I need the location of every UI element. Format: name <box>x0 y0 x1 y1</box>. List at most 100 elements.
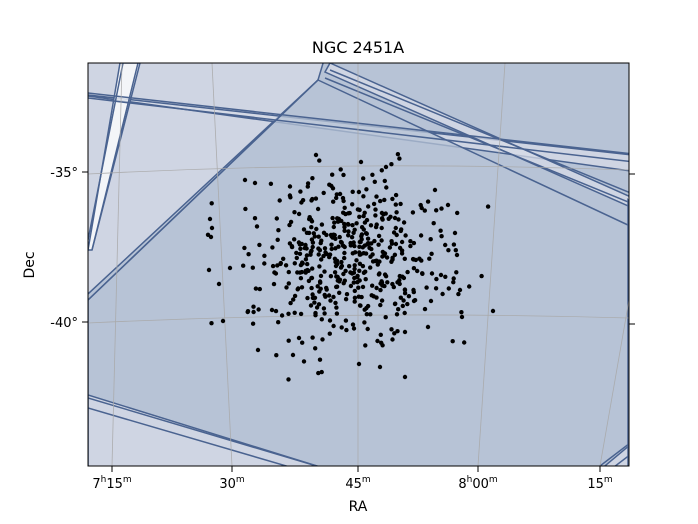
data-point <box>209 225 215 231</box>
data-point <box>459 310 464 315</box>
data-point <box>335 278 340 283</box>
data-point <box>373 207 378 212</box>
data-point <box>364 312 369 317</box>
data-point <box>405 301 410 307</box>
data-point <box>207 216 213 222</box>
data-point <box>328 274 334 279</box>
data-point <box>273 271 279 276</box>
data-point <box>351 280 356 285</box>
data-point <box>342 224 347 230</box>
data-point <box>251 309 256 315</box>
data-point <box>328 298 333 303</box>
data-point <box>379 168 384 173</box>
data-point <box>362 210 367 215</box>
data-point <box>408 239 413 244</box>
data-point <box>299 285 305 290</box>
data-point <box>332 270 338 275</box>
data-point <box>373 224 379 230</box>
data-point <box>331 232 336 237</box>
data-point <box>357 244 362 249</box>
data-point <box>479 273 484 279</box>
data-point <box>434 276 439 282</box>
data-point <box>394 232 399 238</box>
data-point <box>329 242 334 247</box>
data-point <box>398 201 403 207</box>
data-point <box>402 291 408 296</box>
data-point <box>255 347 261 353</box>
data-point <box>378 332 383 337</box>
data-point <box>337 234 342 240</box>
data-point <box>309 237 315 242</box>
data-point <box>350 189 355 194</box>
data-point <box>429 271 435 276</box>
x-axis-ticks: 7h15m 30m 45m 8h00m 15m <box>92 466 613 492</box>
data-point <box>319 222 325 227</box>
data-point <box>292 210 297 215</box>
data-point <box>305 261 310 267</box>
data-point <box>279 313 285 318</box>
data-point <box>352 275 357 281</box>
footprint-edge-7 <box>599 442 629 466</box>
data-point <box>375 262 380 267</box>
data-point <box>332 220 337 225</box>
data-point <box>443 242 448 248</box>
data-point <box>242 245 247 251</box>
data-point <box>418 233 424 238</box>
data-point <box>348 283 354 289</box>
data-point <box>379 280 385 285</box>
data-point <box>208 234 214 240</box>
data-point <box>357 261 363 266</box>
data-point <box>364 217 370 223</box>
data-point <box>292 310 297 315</box>
x-tick-label: 45m <box>345 475 370 492</box>
data-point <box>364 305 369 311</box>
data-point <box>380 217 385 222</box>
data-point <box>309 225 314 230</box>
data-point <box>357 303 363 308</box>
data-point <box>418 202 423 208</box>
data-point <box>318 280 323 285</box>
data-point <box>298 246 303 251</box>
data-point <box>467 284 472 289</box>
data-point <box>313 196 319 201</box>
data-point <box>303 268 308 273</box>
data-point <box>420 271 425 276</box>
data-point <box>393 241 399 247</box>
data-point <box>390 337 395 342</box>
data-point <box>344 327 349 333</box>
data-point <box>333 263 339 269</box>
data-point <box>363 277 368 282</box>
data-point <box>392 215 398 221</box>
data-point <box>370 283 375 288</box>
data-point <box>319 257 324 262</box>
y-tick-label: -35° <box>50 166 78 181</box>
data-point <box>454 270 459 275</box>
data-point <box>257 286 262 292</box>
data-point <box>310 244 315 250</box>
footprint-edge-1 <box>88 97 629 163</box>
data-point <box>357 214 362 219</box>
data-point <box>413 257 418 263</box>
data-point <box>324 287 329 292</box>
footprint-edge-5 <box>88 397 320 466</box>
data-point <box>372 179 377 184</box>
y-axis-ticks: -35° -40° <box>50 166 635 331</box>
data-point <box>241 263 246 268</box>
data-point <box>321 230 327 235</box>
data-point <box>387 245 393 250</box>
data-point <box>382 251 388 256</box>
data-point <box>330 215 335 221</box>
data-point <box>331 294 336 300</box>
data-point <box>402 287 408 293</box>
data-point <box>298 189 303 194</box>
data-point <box>361 251 366 256</box>
data-point <box>331 199 336 204</box>
data-point <box>220 318 226 324</box>
data-point <box>402 374 408 380</box>
data-point <box>374 194 379 199</box>
data-point <box>390 257 395 262</box>
x-axis-label: RA <box>349 499 368 515</box>
data-point <box>334 192 339 197</box>
data-point <box>343 297 349 302</box>
data-point <box>295 287 300 292</box>
